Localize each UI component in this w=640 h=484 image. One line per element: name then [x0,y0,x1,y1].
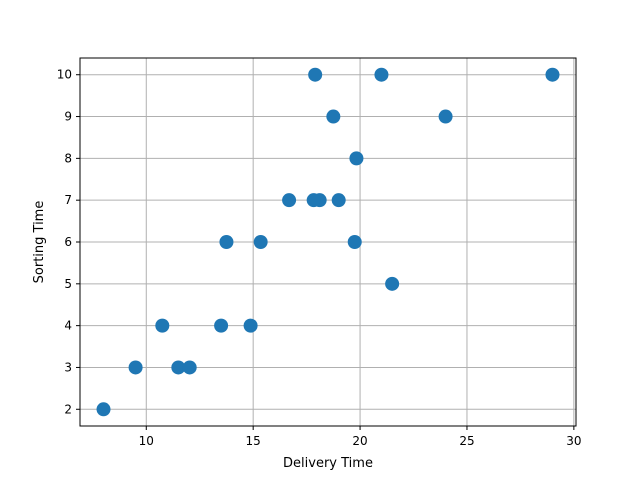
data-point [214,318,229,333]
data-point [545,67,560,82]
y-tick-label: 4 [64,319,72,333]
data-point [243,318,258,333]
data-point [326,109,341,124]
y-tick-label: 7 [64,193,72,207]
data-point [282,193,297,208]
data-point [331,193,346,208]
data-point [253,235,268,249]
y-axis-label: Sorting Time [32,201,47,284]
y-tick-label: 3 [64,360,72,374]
x-tick-label: 10 [139,434,154,448]
data-point [182,360,197,375]
x-tick-label: 25 [459,434,474,448]
y-tick-label: 9 [64,110,72,124]
data-point [219,235,234,249]
data-point [155,318,170,333]
data-point [347,235,362,249]
y-tick-label: 10 [57,68,72,82]
data-point [438,109,453,124]
axis-ticks: 10 15 20 25 30 2 3 4 5 6 7 8 9 10 [57,68,582,448]
x-tick-label: 15 [246,434,261,448]
y-tick-label: 2 [64,402,72,416]
x-tick-label: 20 [352,434,367,448]
x-tick-label: 30 [566,434,581,448]
data-point [96,402,111,417]
data-point [308,67,323,82]
y-tick-label: 8 [64,151,72,165]
data-point [128,360,143,375]
y-tick-label: 6 [64,235,72,249]
data-point [385,276,400,291]
x-axis-label: Delivery Time [283,456,373,471]
data-point [374,67,389,82]
data-point [306,193,321,208]
data-point [349,151,364,166]
data-point [171,360,186,375]
data-points [96,67,560,417]
y-tick-label: 5 [64,277,72,291]
